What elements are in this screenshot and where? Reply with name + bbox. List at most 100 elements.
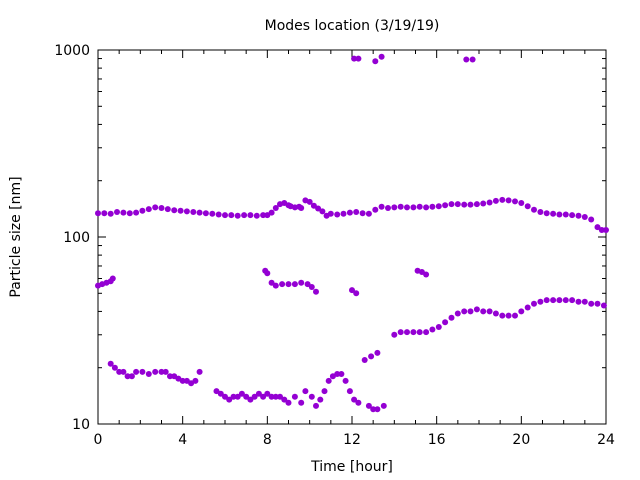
x-tick-label: 4 — [178, 432, 187, 448]
data-point — [238, 390, 245, 397]
axis-ticks — [97, 49, 607, 425]
x-tick-label: 16 — [428, 432, 446, 448]
x-tick-label: 0 — [94, 432, 103, 448]
data-point — [374, 406, 381, 413]
data-point — [177, 207, 184, 214]
data-point — [442, 319, 449, 326]
data-point — [192, 377, 199, 384]
data-point — [342, 377, 349, 384]
data-point — [349, 287, 355, 294]
data-point — [213, 388, 220, 395]
data-point — [107, 210, 114, 217]
data-point — [353, 209, 360, 215]
data-point — [243, 393, 250, 400]
data-point — [317, 396, 324, 403]
data-point — [524, 304, 531, 311]
data-point — [116, 368, 123, 375]
data-point — [588, 300, 595, 307]
data-point — [385, 205, 391, 211]
data-point — [353, 290, 360, 297]
y-tick-label: 10 — [72, 417, 90, 433]
data-point — [512, 198, 518, 205]
x-axis-label: Time [hour] — [310, 459, 393, 475]
data-point — [378, 203, 385, 210]
data-point — [152, 368, 159, 375]
data-point — [518, 200, 525, 206]
data-point — [268, 393, 275, 400]
data-point — [268, 209, 275, 216]
data-point — [370, 406, 377, 413]
data-point — [302, 388, 309, 395]
data-point — [562, 297, 569, 304]
data-point — [179, 377, 186, 384]
data-point — [228, 212, 235, 219]
x-tick-label: 8 — [263, 432, 272, 448]
data-point — [492, 310, 499, 317]
data-point — [95, 210, 101, 217]
data-point — [531, 206, 537, 213]
data-point — [260, 393, 267, 400]
data-point — [473, 201, 480, 208]
data-point — [569, 297, 576, 304]
data-point — [374, 349, 381, 356]
data-point — [277, 393, 283, 400]
data-point — [467, 201, 474, 208]
data-point — [562, 211, 569, 218]
data-point — [569, 212, 576, 219]
x-tick-labels: 0 4 8 12 16 20 24 — [94, 432, 615, 448]
data-point — [279, 281, 286, 288]
data-point — [101, 210, 108, 217]
data-point — [550, 297, 557, 304]
data-point — [423, 271, 430, 278]
data-point — [321, 388, 328, 395]
data-point — [454, 310, 461, 317]
data-point — [397, 203, 404, 210]
data-point — [448, 201, 455, 208]
data-point — [264, 270, 271, 277]
data-point — [230, 393, 237, 400]
data-point — [556, 211, 563, 218]
data-point — [247, 396, 254, 403]
data-point — [304, 281, 311, 288]
data-point — [442, 202, 449, 209]
data-point — [473, 306, 480, 313]
data-point — [355, 399, 362, 406]
data-point — [372, 58, 379, 65]
data-point — [448, 314, 455, 321]
chart-title: Modes location (3/19/19) — [265, 18, 440, 34]
data-point — [531, 300, 537, 307]
data-point — [272, 205, 279, 211]
data-point — [461, 308, 468, 315]
data-point — [346, 209, 353, 216]
data-point — [183, 208, 190, 215]
data-point — [315, 205, 322, 212]
data-point — [429, 203, 436, 210]
plot-frame — [97, 49, 607, 425]
y-tick-label: 100 — [63, 230, 90, 246]
data-point — [594, 224, 601, 231]
data-point — [308, 284, 315, 290]
data-point — [556, 297, 563, 304]
data-point — [355, 55, 362, 62]
data-point — [423, 204, 430, 211]
data-point — [298, 279, 305, 286]
data-point — [272, 282, 279, 289]
data-point — [410, 329, 417, 336]
data-point — [499, 196, 506, 203]
data-point — [365, 210, 372, 217]
data-point — [164, 206, 171, 213]
data-point — [158, 368, 165, 375]
data-point — [603, 227, 609, 233]
data-point — [291, 281, 298, 288]
data-point — [327, 210, 334, 217]
y-tick-labels: 10 100 1000 — [54, 43, 90, 433]
data-point — [368, 353, 375, 360]
data-point — [217, 390, 224, 397]
data-point — [111, 364, 118, 371]
data-point — [463, 56, 470, 63]
data-point — [575, 212, 582, 219]
data-point — [285, 399, 292, 406]
data-point — [306, 198, 313, 205]
data-point — [404, 204, 410, 211]
